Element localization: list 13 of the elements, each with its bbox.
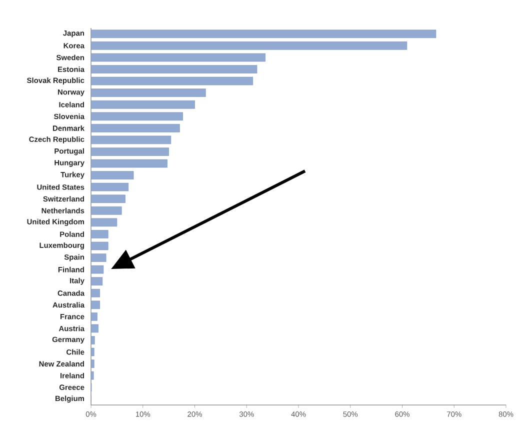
bar xyxy=(91,230,108,238)
bar xyxy=(91,206,122,215)
bar xyxy=(91,65,258,74)
bar xyxy=(91,100,195,109)
bar xyxy=(91,88,206,97)
bar xyxy=(91,171,134,180)
bar xyxy=(91,30,436,38)
bar xyxy=(91,194,126,203)
bar xyxy=(91,124,180,132)
bar xyxy=(91,42,408,50)
bar xyxy=(91,148,169,156)
bar xyxy=(91,218,118,227)
bar xyxy=(91,112,183,121)
